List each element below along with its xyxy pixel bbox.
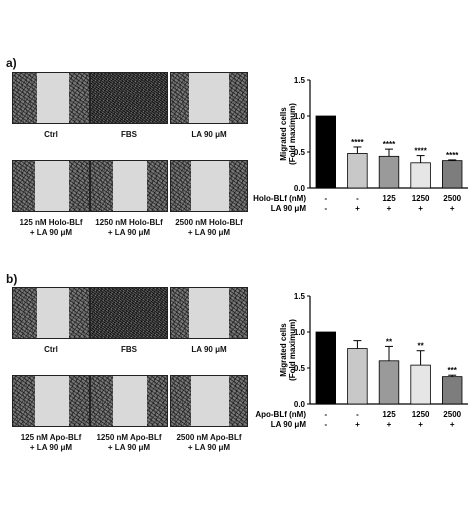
table-row1-cell: 125 (382, 194, 396, 203)
table-row2-cell: + (450, 420, 455, 429)
table-row2-cell: + (418, 204, 423, 213)
scratch-gap (191, 161, 229, 211)
micrograph-caption: 125 nM Apo-BLf + LA 90 μM (20, 433, 82, 452)
table-row2-cell: + (387, 420, 392, 429)
table-row1-cell: - (324, 410, 327, 419)
micrograph-caption: 125 nM Holo-BLf + LA 90 μM (19, 218, 83, 237)
micrograph-4 (12, 160, 90, 212)
bar (315, 331, 336, 405)
y-axis-label: Migrated cells(Fold maximum) (279, 103, 297, 165)
y-tick-label: 0.0 (294, 184, 306, 193)
y-tick-label: 1.0 (294, 112, 306, 121)
scratch-gap (113, 376, 147, 426)
significance-label: **** (351, 138, 364, 147)
panel-a-letter: a) (6, 56, 17, 70)
table-row1-cell: 2500 (443, 410, 461, 419)
table-row2-label: LA 90 μM (271, 204, 307, 213)
micrograph-caption: Ctrl (44, 130, 58, 139)
micrograph-4 (12, 375, 90, 427)
micrograph-caption: FBS (121, 130, 137, 139)
scratch-gap (191, 376, 229, 426)
table-row1-cell: 1250 (412, 194, 430, 203)
table-row2-label: LA 90 μM (271, 420, 307, 429)
y-axis-label: Migrated cells(Fold maximum) (279, 319, 297, 381)
micrograph-1 (12, 72, 90, 124)
micrograph-caption: 1250 nM Holo-BLf + LA 90 μM (95, 218, 163, 237)
significance-label: ** (417, 342, 424, 351)
scratch-gap (37, 73, 69, 123)
micrograph-2 (90, 287, 168, 339)
significance-label: **** (446, 151, 459, 160)
micrograph-2 (90, 72, 168, 124)
table-row1-label: Apo-BLf (nM) (255, 410, 306, 419)
table-row2-cell: + (387, 204, 392, 213)
bar (315, 115, 336, 189)
micrograph-5 (90, 375, 168, 427)
bar (442, 376, 463, 405)
micrograph-caption: LA 90 μM (191, 345, 227, 354)
micrograph-caption: Ctrl (44, 345, 58, 354)
micrograph-3 (170, 287, 248, 339)
table-row1-cell: - (324, 194, 327, 203)
y-tick-label: 0.0 (294, 400, 306, 409)
micrograph-1 (12, 287, 90, 339)
micrograph-3 (170, 72, 248, 124)
table-row2-cell: + (355, 420, 360, 429)
significance-label: *** (448, 366, 458, 375)
y-axis-label-line: Migrated cells (279, 323, 288, 377)
y-tick-label: 1.0 (294, 328, 306, 337)
table-row1-cell: 1250 (412, 410, 430, 419)
y-tick-label: 1.5 (294, 76, 306, 85)
significance-label: ** (386, 337, 393, 346)
scratch-gap (189, 288, 229, 338)
scratch-gap (189, 73, 229, 123)
scratch-gap (37, 288, 69, 338)
micrograph-caption: FBS (121, 345, 137, 354)
table-row2-cell: - (324, 420, 327, 429)
scratch-gap (35, 376, 69, 426)
bar (347, 348, 368, 405)
bar (410, 364, 431, 405)
micrograph-5 (90, 160, 168, 212)
significance-label: **** (414, 147, 427, 156)
micrograph-caption: 2500 nM Apo-BLf + LA 90 μM (176, 433, 242, 452)
significance-label: **** (383, 140, 396, 149)
table-row2-cell: + (450, 204, 455, 213)
table-row1-label: Holo-BLf (nM) (253, 194, 306, 203)
table-row2-cell: + (355, 204, 360, 213)
y-tick-label: 0.5 (294, 148, 306, 157)
micrograph-caption: 2500 nM Holo-BLf + LA 90 μM (175, 218, 243, 237)
micrograph-6 (170, 375, 248, 427)
table-row1-cell: 2500 (443, 194, 461, 203)
micrograph-6 (170, 160, 248, 212)
y-axis-label-line: Migrated cells (279, 107, 288, 161)
bar (378, 360, 400, 405)
table-row2-cell: + (418, 420, 423, 429)
scratch-gap (35, 161, 69, 211)
table-row1-cell: - (356, 410, 359, 419)
micrograph-caption: LA 90 μM (191, 130, 227, 139)
table-row1-cell: 125 (382, 410, 396, 419)
table-row1-cell: - (356, 194, 359, 203)
y-axis-label-line: (Fold maximum) (288, 103, 297, 165)
y-tick-label: 0.5 (294, 364, 306, 373)
micrograph-caption: 1250 nM Apo-BLf + LA 90 μM (96, 433, 162, 452)
y-axis-label-line: (Fold maximum) (288, 319, 297, 381)
y-tick-label: 1.5 (294, 292, 306, 301)
scratch-gap (113, 161, 147, 211)
panel-b-letter: b) (6, 272, 18, 286)
table-row2-cell: - (324, 204, 327, 213)
